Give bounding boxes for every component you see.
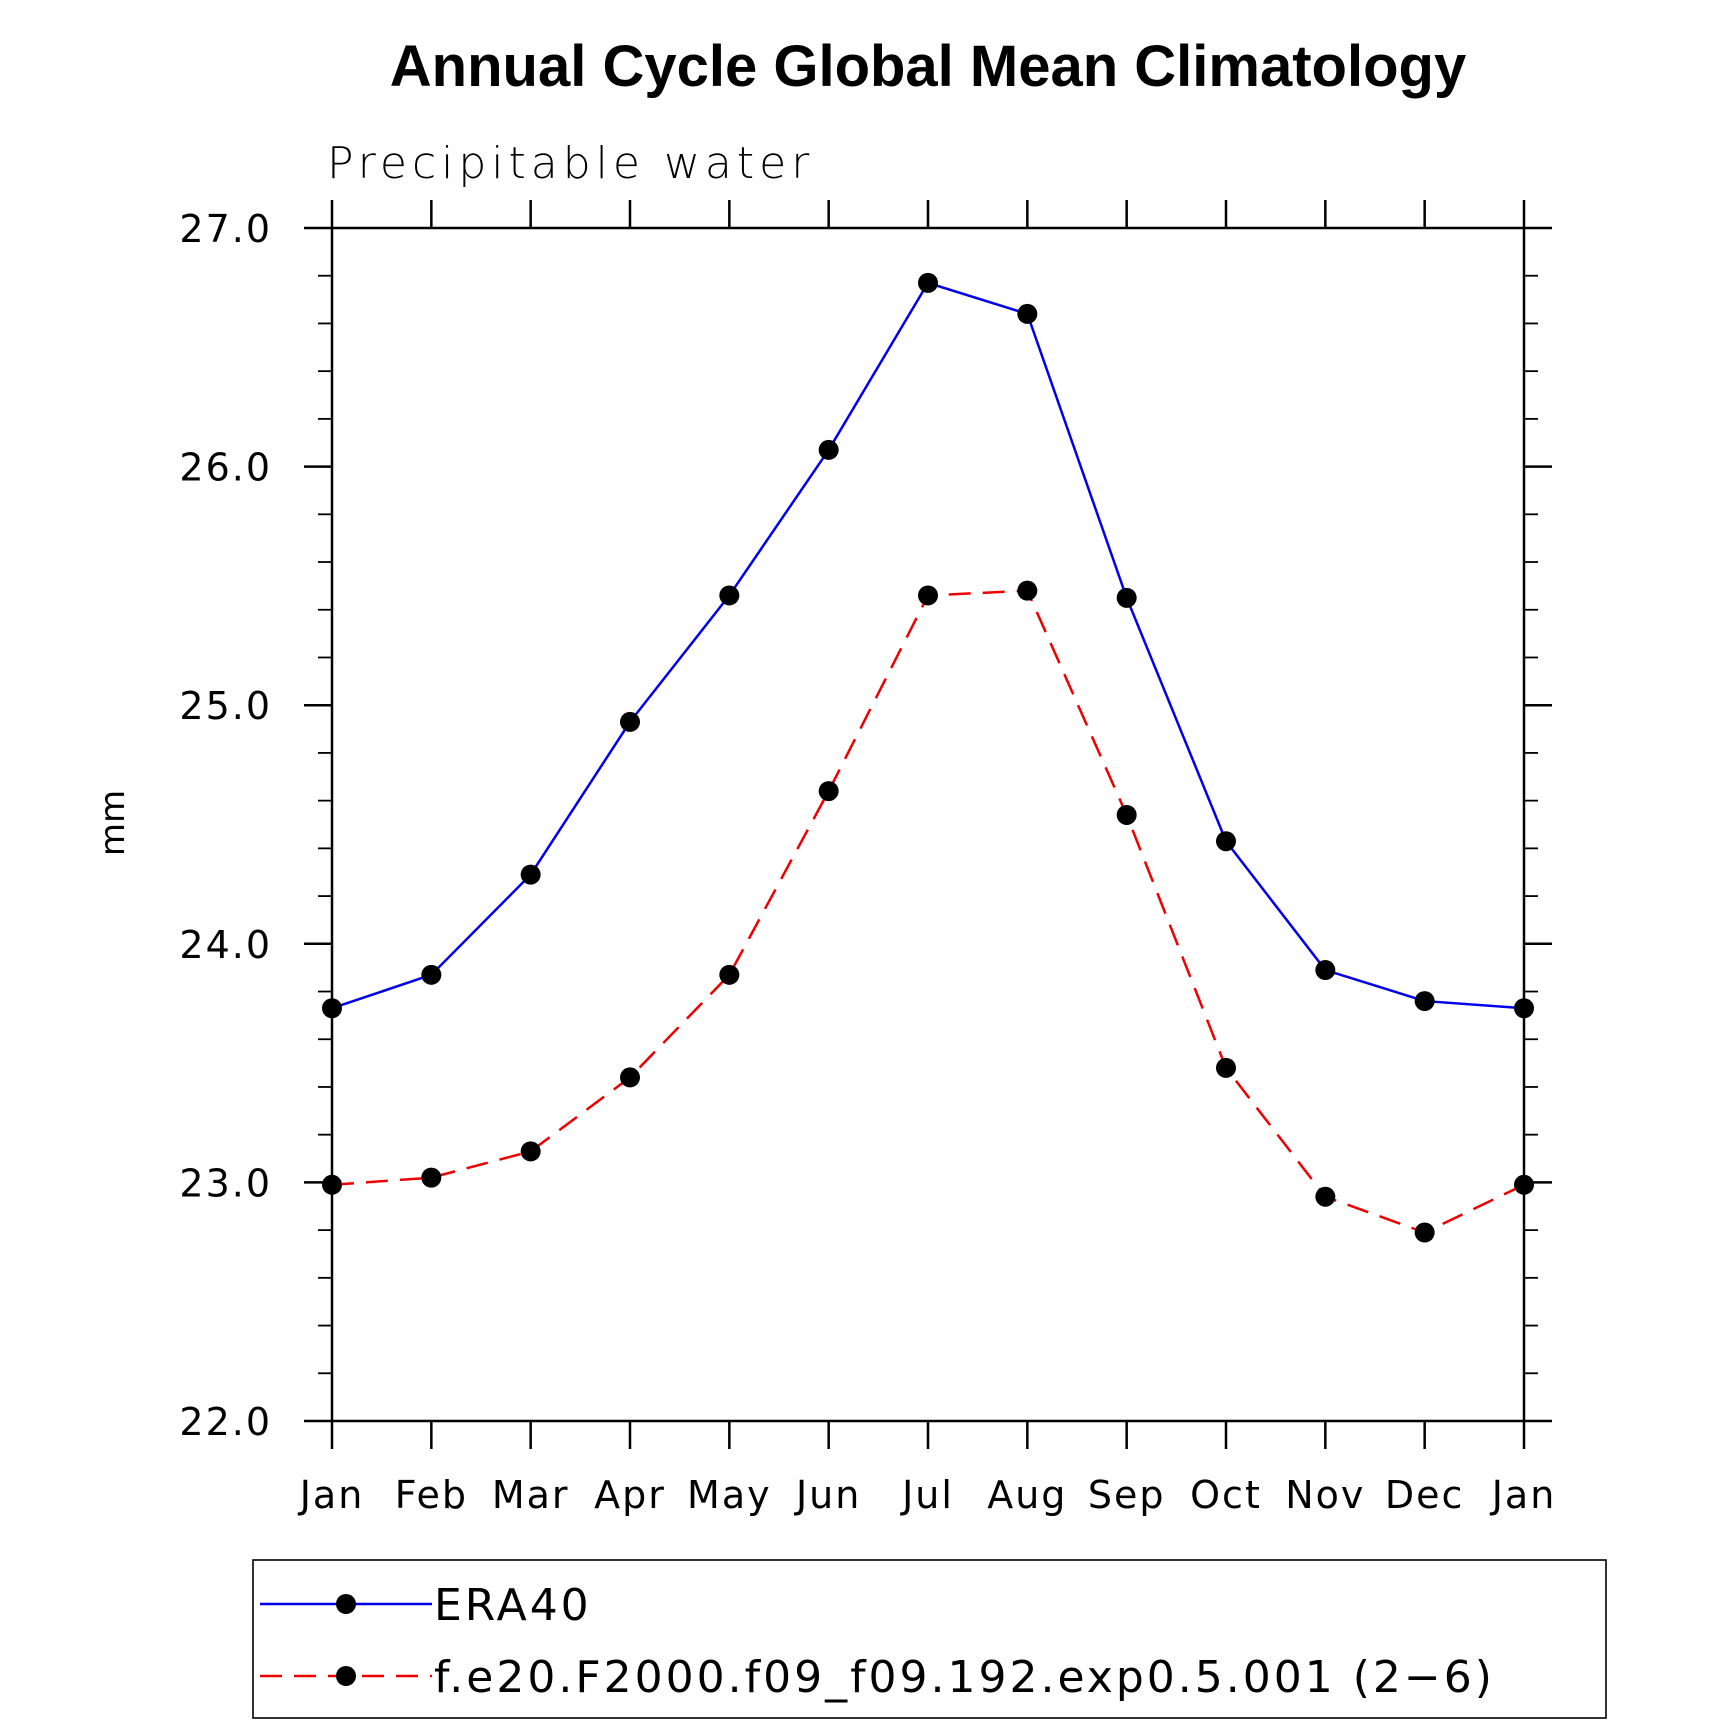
x-tick-label: Jan — [298, 1473, 365, 1517]
data-point — [918, 585, 938, 606]
x-tick-label: Jul — [900, 1473, 954, 1517]
x-tick-label: Mar — [492, 1473, 570, 1517]
data-point — [1017, 303, 1038, 324]
plot-frame — [330, 226, 1526, 1423]
data-point — [918, 272, 938, 293]
y-tick-label: 27.0 — [179, 207, 272, 251]
data-point — [322, 1174, 342, 1195]
data-point — [520, 1141, 541, 1162]
x-tick-label: Oct — [1190, 1473, 1262, 1517]
x-tick-label: Feb — [395, 1473, 468, 1517]
series-line-1 — [331, 281, 1525, 1010]
data-point — [1017, 580, 1038, 601]
y-tick-label: 23.0 — [179, 1161, 272, 1205]
axes: 22.0 23.0 24.0 25.0 26.0 27.0 Jan Feb Mar Apr May J… — [179, 200, 1557, 1517]
data-point — [1116, 804, 1137, 825]
y-axis-label: mm — [93, 790, 133, 856]
y-tick-label: 24.0 — [179, 923, 272, 967]
data-point — [421, 964, 442, 985]
data-point — [1116, 587, 1137, 608]
x-tick-label: Sep — [1088, 1473, 1166, 1517]
data-point — [719, 964, 740, 985]
legend-label-2: f.e20.F2000.f09_f09.192.exp0.5.001 (2−6) — [434, 1652, 1495, 1703]
chart-subtitle: Precipitable water — [327, 138, 814, 189]
x-tick-label: Dec — [1385, 1473, 1465, 1517]
data-point — [1414, 1222, 1435, 1243]
series-line-2 — [331, 589, 1525, 1234]
x-tick-label: Aug — [987, 1473, 1067, 1517]
data-point — [421, 1167, 442, 1188]
chart-title: Annual Cycle Global Mean Climatology — [390, 34, 1466, 99]
data-point — [322, 998, 342, 1019]
data-point — [520, 864, 541, 885]
series-layer — [322, 272, 1534, 1243]
y-tick-label: 22.0 — [179, 1400, 272, 1444]
data-point — [1315, 1186, 1336, 1207]
data-point — [719, 585, 740, 606]
x-tick-label: Jan — [1490, 1473, 1557, 1517]
data-point — [1414, 991, 1435, 1012]
data-point — [1216, 1057, 1236, 1078]
data-point — [818, 781, 839, 802]
data-point — [620, 711, 640, 732]
series-1 — [322, 272, 1534, 1019]
x-tick-label: Nov — [1285, 1473, 1365, 1517]
legend-label-1: ERA40 — [434, 1580, 592, 1631]
data-point — [1216, 831, 1236, 852]
legend-marker — [336, 1594, 356, 1614]
x-tick-label: Jun — [794, 1473, 861, 1517]
data-point — [1514, 1174, 1534, 1195]
legend-box — [252, 1559, 1607, 1719]
data-point — [620, 1067, 640, 1088]
legend-marker — [336, 1666, 356, 1686]
data-point — [1514, 998, 1534, 1019]
x-tick-label: Apr — [594, 1473, 666, 1517]
legend: ERA40 f.e20.F2000.f09_f09.192.exp0.5.001 … — [252, 1559, 1607, 1719]
y-tick-label: 25.0 — [179, 684, 272, 728]
series-2 — [322, 580, 1534, 1243]
data-point — [1315, 960, 1336, 981]
x-tick-label: May — [687, 1473, 772, 1517]
y-tick-label: 26.0 — [179, 446, 272, 490]
data-point — [818, 439, 839, 460]
